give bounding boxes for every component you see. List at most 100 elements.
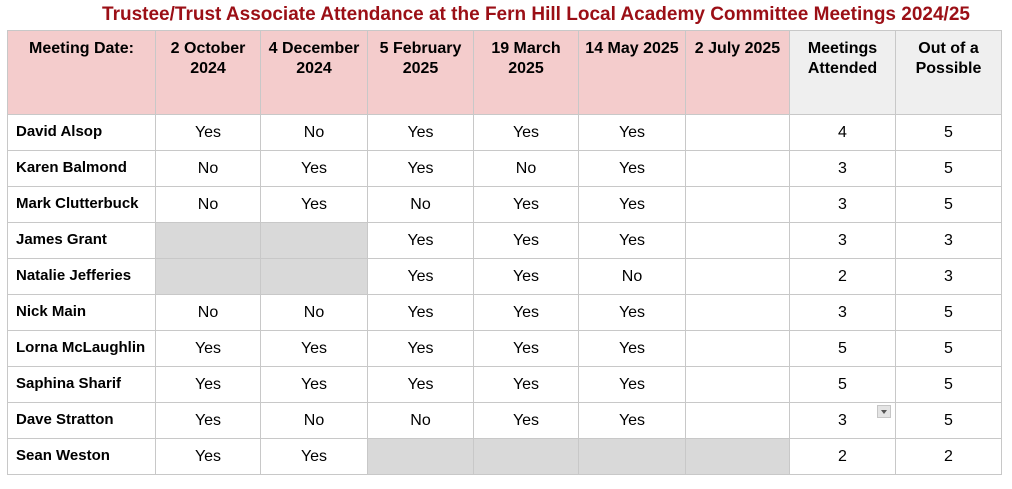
attendance-cell[interactable]: Yes	[578, 150, 686, 187]
attendance-cell[interactable]: Yes	[578, 294, 686, 331]
attendance-cell[interactable]: No	[473, 150, 579, 187]
attendance-cell[interactable]: Yes	[260, 150, 368, 187]
header-date-4[interactable]: 19 March 2025	[473, 30, 579, 115]
attendance-cell[interactable]: Yes	[367, 150, 474, 187]
member-name[interactable]: Karen Balmond	[7, 150, 156, 187]
meetings-attended-cell[interactable]: 3	[789, 186, 896, 223]
attendance-cell[interactable]: Yes	[473, 366, 579, 403]
possible-cell[interactable]: 5	[895, 330, 1002, 367]
attendance-cell[interactable]: Yes	[155, 366, 261, 403]
attendance-cell[interactable]: Yes	[155, 114, 261, 151]
chevron-down-icon[interactable]	[877, 405, 891, 418]
attendance-cell[interactable]: No	[367, 186, 474, 223]
attendance-cell[interactable]	[685, 294, 790, 331]
meetings-attended-cell[interactable]: 5	[789, 366, 896, 403]
attendance-cell[interactable]	[685, 114, 790, 151]
attendance-cell[interactable]: Yes	[578, 114, 686, 151]
possible-cell[interactable]: 5	[895, 114, 1002, 151]
member-name[interactable]: Nick Main	[7, 294, 156, 331]
attendance-cell[interactable]	[685, 258, 790, 295]
attendance-cell[interactable]: Yes	[367, 222, 474, 259]
attendance-cell[interactable]: Yes	[260, 366, 368, 403]
possible-cell[interactable]: 5	[895, 294, 1002, 331]
member-name[interactable]: Natalie Jefferies	[7, 258, 156, 295]
attendance-cell[interactable]	[685, 150, 790, 187]
meetings-attended-cell[interactable]: 3	[789, 150, 896, 187]
member-name[interactable]: James Grant	[7, 222, 156, 259]
header-meetings-attended[interactable]: Meetings Attended	[789, 30, 896, 115]
attendance-cell[interactable]: No	[260, 114, 368, 151]
attendance-cell[interactable]: Yes	[473, 402, 579, 439]
header-date-6[interactable]: 2 July 2025	[685, 30, 790, 115]
attendance-cell[interactable]: Yes	[473, 294, 579, 331]
meetings-attended-cell[interactable]: 2	[789, 258, 896, 295]
attendance-cell[interactable]: Yes	[367, 366, 474, 403]
header-meeting-date[interactable]: Meeting Date:	[7, 30, 156, 115]
not-applicable-cell[interactable]	[155, 258, 261, 295]
attendance-cell[interactable]: No	[578, 258, 686, 295]
attendance-cell[interactable]: Yes	[473, 258, 579, 295]
possible-cell[interactable]: 5	[895, 186, 1002, 223]
not-applicable-cell[interactable]	[473, 438, 579, 475]
attendance-cell[interactable]: Yes	[260, 186, 368, 223]
meetings-attended-cell[interactable]: 5	[789, 330, 896, 367]
attendance-cell[interactable]: Yes	[155, 330, 261, 367]
member-name[interactable]: David Alsop	[7, 114, 156, 151]
member-name[interactable]: Dave Stratton	[7, 402, 156, 439]
possible-cell[interactable]: 5	[895, 150, 1002, 187]
member-name[interactable]: Sean Weston	[7, 438, 156, 475]
attendance-cell[interactable]: Yes	[367, 330, 474, 367]
attendance-cell[interactable]: Yes	[578, 222, 686, 259]
not-applicable-cell[interactable]	[260, 258, 368, 295]
attendance-cell[interactable]: No	[260, 402, 368, 439]
not-applicable-cell[interactable]	[578, 438, 686, 475]
attendance-cell[interactable]: Yes	[260, 438, 368, 475]
attendance-cell[interactable]: No	[155, 294, 261, 331]
header-date-5[interactable]: 14 May 2025	[578, 30, 686, 115]
meetings-attended-cell[interactable]: 3	[789, 402, 896, 439]
attendance-cell[interactable]: Yes	[473, 330, 579, 367]
attendance-cell[interactable]: Yes	[155, 402, 261, 439]
attendance-cell[interactable]: Yes	[155, 438, 261, 475]
meetings-attended-cell[interactable]: 3	[789, 294, 896, 331]
possible-cell[interactable]: 2	[895, 438, 1002, 475]
attendance-cell[interactable]: Yes	[367, 114, 474, 151]
not-applicable-cell[interactable]	[685, 438, 790, 475]
attendance-cell[interactable]: Yes	[578, 186, 686, 223]
possible-cell[interactable]: 5	[895, 402, 1002, 439]
header-out-of-possible[interactable]: Out of a Possible	[895, 30, 1002, 115]
meetings-attended-cell[interactable]: 4	[789, 114, 896, 151]
attendance-cell[interactable]	[685, 186, 790, 223]
attendance-cell[interactable]: Yes	[578, 402, 686, 439]
attendance-cell[interactable]: Yes	[473, 186, 579, 223]
member-name[interactable]: Saphina Sharif	[7, 366, 156, 403]
attendance-cell[interactable]: No	[367, 402, 474, 439]
attendance-cell[interactable]	[685, 402, 790, 439]
attendance-cell[interactable]: Yes	[473, 222, 579, 259]
attendance-cell[interactable]: Yes	[578, 366, 686, 403]
meetings-attended-cell[interactable]: 2	[789, 438, 896, 475]
header-date-2[interactable]: 4 December 2024	[260, 30, 368, 115]
possible-cell[interactable]: 5	[895, 366, 1002, 403]
member-name[interactable]: Mark Clutterbuck	[7, 186, 156, 223]
meetings-attended-cell[interactable]: 3	[789, 222, 896, 259]
possible-cell[interactable]: 3	[895, 222, 1002, 259]
attendance-cell[interactable]: Yes	[367, 258, 474, 295]
not-applicable-cell[interactable]	[260, 222, 368, 259]
attendance-cell[interactable]: Yes	[260, 330, 368, 367]
attendance-cell[interactable]: No	[155, 186, 261, 223]
attendance-cell[interactable]: Yes	[367, 294, 474, 331]
member-name[interactable]: Lorna McLaughlin	[7, 330, 156, 367]
possible-cell[interactable]: 3	[895, 258, 1002, 295]
attendance-cell[interactable]: No	[155, 150, 261, 187]
attendance-cell[interactable]	[685, 222, 790, 259]
not-applicable-cell[interactable]	[367, 438, 474, 475]
attendance-cell[interactable]: Yes	[578, 330, 686, 367]
attendance-cell[interactable]: No	[260, 294, 368, 331]
header-date-1[interactable]: 2 October 2024	[155, 30, 261, 115]
attendance-cell[interactable]	[685, 366, 790, 403]
not-applicable-cell[interactable]	[155, 222, 261, 259]
attendance-cell[interactable]	[685, 330, 790, 367]
attendance-cell[interactable]: Yes	[473, 114, 579, 151]
header-date-3[interactable]: 5 February 2025	[367, 30, 474, 115]
